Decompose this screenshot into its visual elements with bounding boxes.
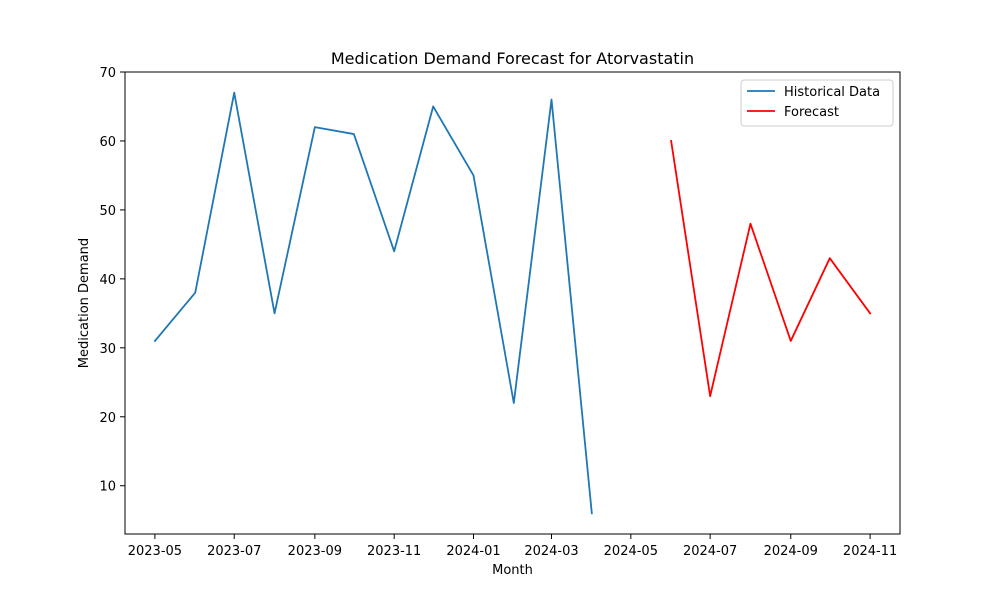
legend-box	[740, 79, 894, 127]
x-tick-label: 2024-09	[764, 544, 818, 559]
x-tick-label: 2023-09	[288, 544, 342, 559]
chart-title: Medication Demand Forecast for Atorvasta…	[331, 49, 694, 68]
y-tick-label: 10	[99, 480, 116, 495]
x-tick-label: 2024-07	[683, 544, 737, 559]
y-axis: 10 20 30 40 50 60 70	[99, 66, 125, 495]
x-tick-label: 2024-03	[524, 544, 578, 559]
series-line-forecast	[670, 139, 872, 397]
legend-label: Historical Data	[784, 85, 880, 100]
y-tick-label: 30	[99, 342, 116, 357]
x-tick-label: 2024-05	[604, 544, 658, 559]
series-line-historical-data	[153, 91, 593, 515]
x-tick-label: 2024-01	[446, 544, 500, 559]
y-tick-label: 50	[99, 204, 116, 219]
y-axis-label: Medication Demand	[77, 238, 92, 368]
x-axis: 2023-05 2023-07 2023-09 2023-11 2024-01 2024-…	[128, 534, 897, 559]
legend: Historical Data Forecast	[740, 79, 894, 127]
x-tick-label: 2023-11	[367, 544, 421, 559]
x-axis-label: Month	[492, 563, 533, 578]
x-tick-label: 2023-05	[128, 544, 182, 559]
x-tick-label: 2024-11	[843, 544, 897, 559]
plot-area-frame	[124, 71, 901, 535]
series-layer	[153, 91, 872, 515]
y-tick-label: 40	[99, 273, 116, 288]
y-tick-label: 70	[99, 66, 116, 81]
legend-label: Forecast	[784, 105, 839, 120]
y-tick-label: 60	[99, 135, 116, 150]
y-tick-label: 20	[99, 411, 116, 426]
x-tick-label: 2023-07	[207, 544, 261, 559]
